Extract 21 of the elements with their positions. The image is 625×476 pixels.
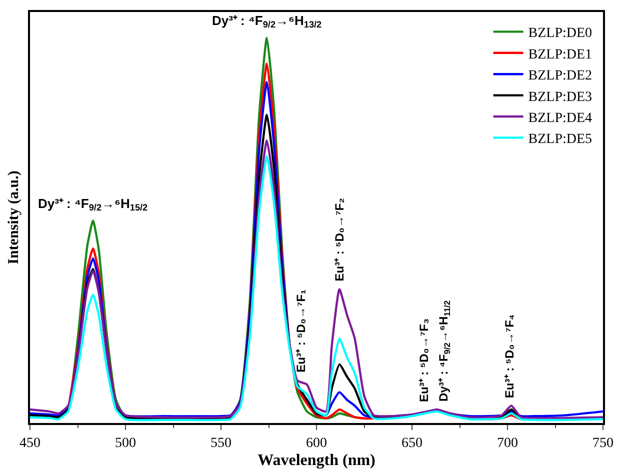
x-tick-label: 500 <box>115 436 136 451</box>
x-tick-label: 650 <box>402 436 422 451</box>
x-tick-label: 550 <box>210 436 232 451</box>
x-tick-label: 700 <box>497 436 518 451</box>
x-axis-title: Wavelength (nm) <box>258 452 376 469</box>
legend-label: BZLP:DE2 <box>528 68 592 84</box>
annotation: Dy³⁺ : ⁴F$_{9/2}$→⁶H$_{13/2}$ <box>212 13 322 30</box>
legend-label: BZLP:DE5 <box>528 132 592 148</box>
legend-label: BZLP:DE1 <box>528 47 592 62</box>
x-tick-label: 600 <box>306 436 327 451</box>
legend-label: BZLP:DE3 <box>528 90 592 105</box>
annotation: Eu³⁺ : ⁵D₀→⁷F₁ <box>294 289 308 372</box>
legend-label: BZLP:DE4 <box>528 110 592 126</box>
annotation: Eu³⁺ : ⁵D₀→⁷F₄ <box>502 314 517 398</box>
annotation: Eu³⁺ : ⁵D₀→⁷F₃ <box>416 318 431 402</box>
y-axis-title: Intensity (a.u.) <box>6 170 22 264</box>
annotation: Dy³⁺ : ⁴F$_{9/2}$→⁶H$_{15/2}$ <box>38 196 148 213</box>
legend-label: BZLP:DE0 <box>528 26 592 42</box>
x-tick-label: 450 <box>20 436 40 451</box>
x-tick-label: 750 <box>592 436 614 451</box>
annotation: Eu³⁺ : ⁵D₀→⁷F₂ <box>332 198 347 282</box>
